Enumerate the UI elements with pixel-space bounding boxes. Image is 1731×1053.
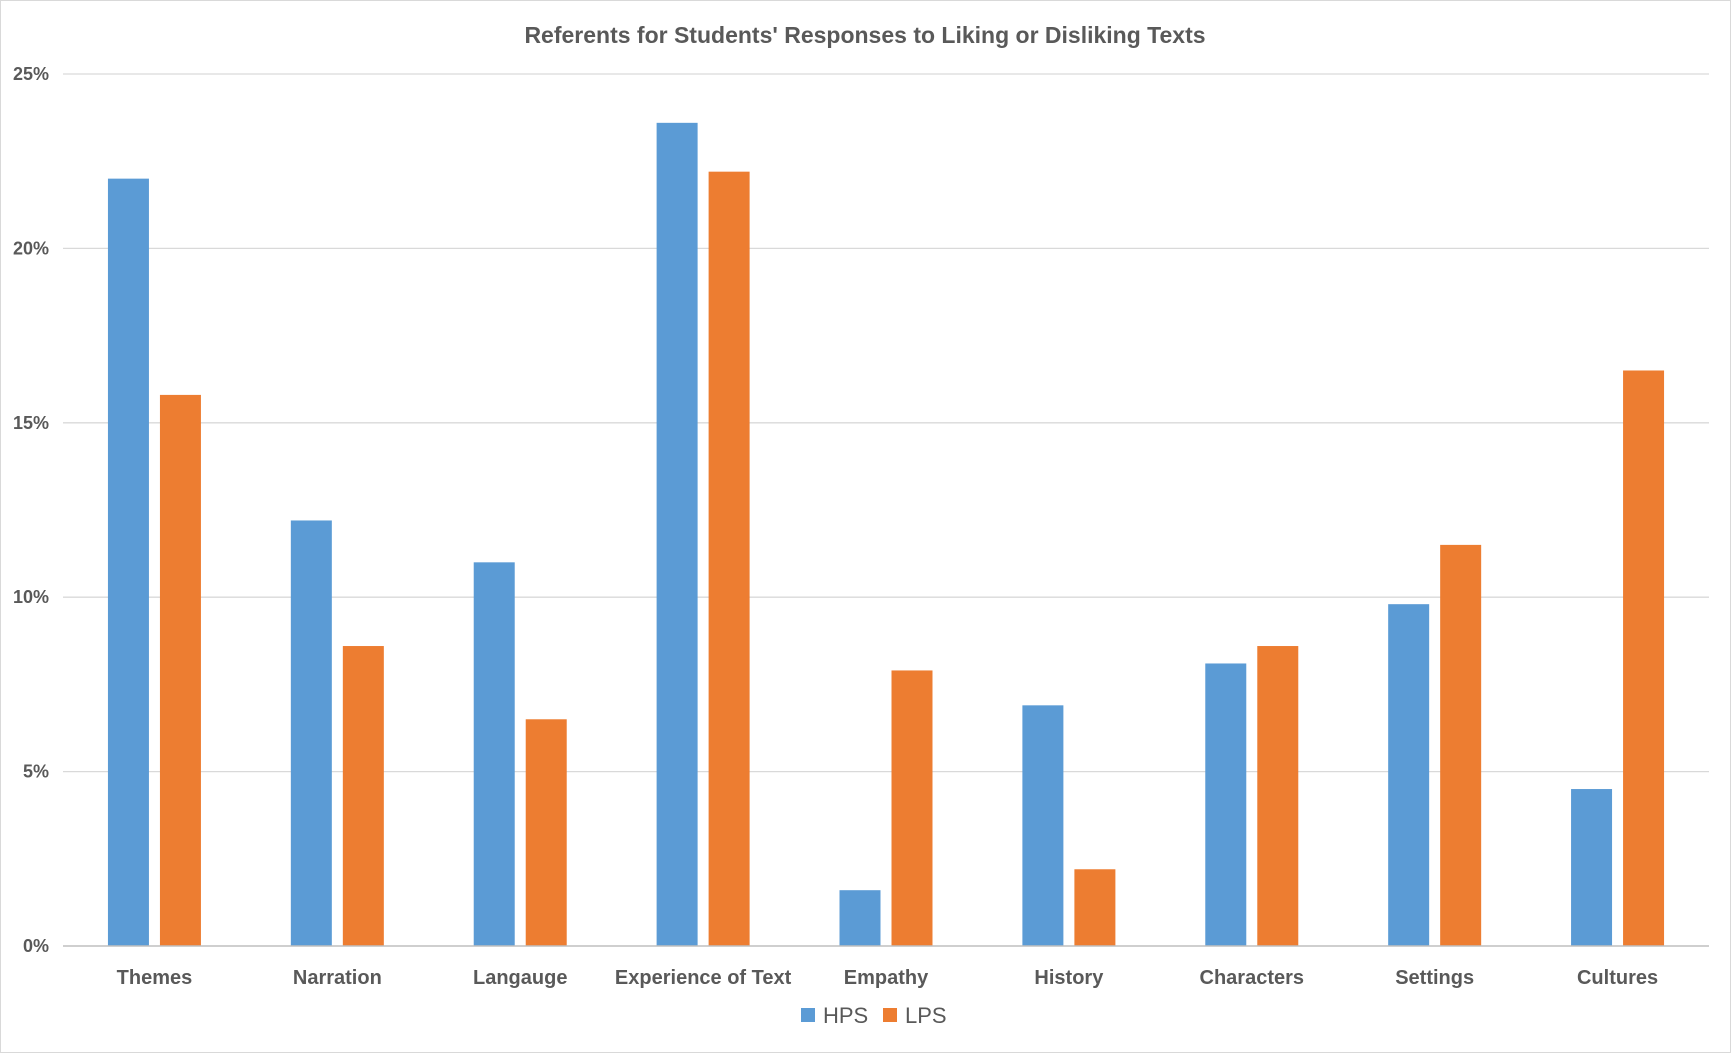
y-tick-label: 15% [13, 413, 49, 433]
bar-lps-history [1074, 869, 1116, 946]
bar-hps-characters [1205, 663, 1247, 946]
legend-swatch-lps [883, 1008, 897, 1022]
bar-hps-experience-of-text [656, 122, 698, 946]
y-tick-label: 5% [23, 762, 49, 782]
legend: HPS LPS [801, 1003, 947, 1028]
y-tick-label: 0% [23, 936, 49, 956]
bar-lps-empathy [891, 670, 933, 946]
x-tick-label: Themes [117, 967, 193, 989]
x-tick-label: Experience of Text [615, 967, 792, 989]
x-tick-label: Characters [1200, 967, 1305, 989]
bar-lps-characters [1257, 646, 1299, 946]
bar-lps-themes [159, 394, 201, 946]
gridlines [63, 73, 1709, 773]
bar-lps-narration [342, 646, 384, 946]
x-axis-ticks: Themes Narration Langauge Experience of Tex… [117, 967, 1658, 989]
bar-hps-history [1022, 705, 1064, 946]
bar-hps-settings [1388, 604, 1430, 946]
x-tick-label: Empathy [844, 967, 929, 989]
y-tick-label: 20% [13, 238, 49, 258]
legend-swatch-hps [801, 1008, 815, 1022]
x-tick-label: Cultures [1577, 967, 1658, 989]
y-tick-label: 10% [13, 587, 49, 607]
bars [107, 122, 1665, 947]
bar-hps-themes [107, 178, 149, 946]
x-tick-label: Langauge [473, 967, 567, 989]
bar-hps-empathy [839, 890, 881, 946]
x-tick-label: Settings [1395, 967, 1474, 989]
bar-lps-cultures [1623, 370, 1665, 947]
legend-label-lps: LPS [905, 1003, 947, 1028]
bar-lps-settings [1440, 544, 1482, 946]
y-tick-label: 25% [13, 64, 49, 84]
legend-label-hps: HPS [823, 1003, 868, 1028]
x-tick-label: History [1034, 967, 1104, 989]
bar-hps-langauge [473, 562, 515, 946]
chart-title: Referents for Students' Responses to Lik… [524, 22, 1205, 48]
y-axis-ticks: 0% 5% 10% 15% 20% 25% [13, 64, 49, 956]
x-tick-label: Narration [293, 967, 382, 989]
bar-lps-experience-of-text [708, 171, 750, 946]
bar-hps-narration [290, 520, 332, 946]
bar-lps-langauge [525, 719, 567, 946]
bar-hps-cultures [1571, 789, 1613, 946]
